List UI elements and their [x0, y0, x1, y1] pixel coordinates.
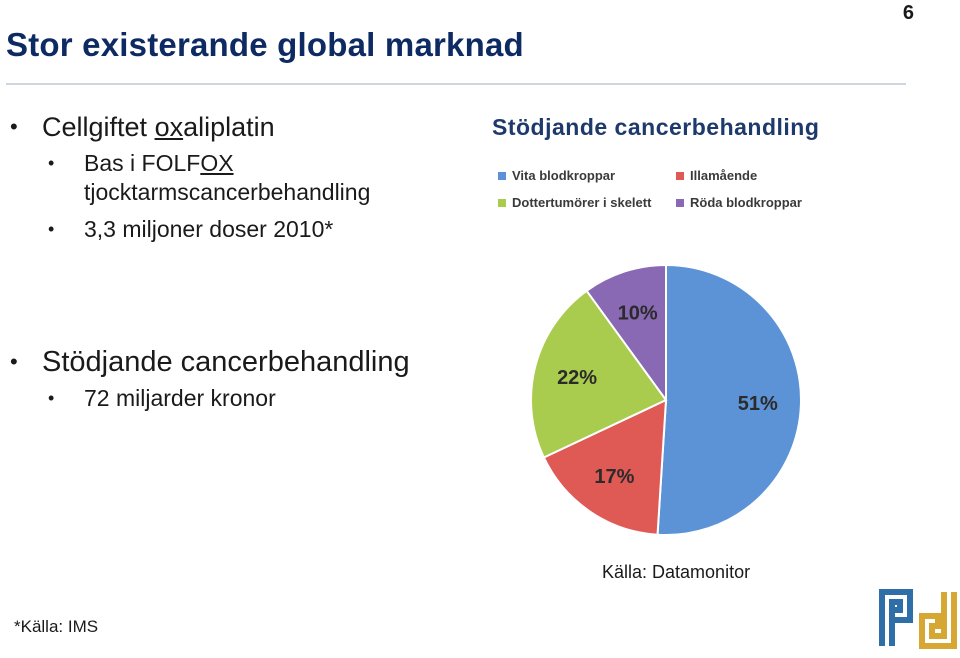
- legend-swatch: [676, 171, 684, 180]
- chart-title: Stödjande cancerbehandling: [492, 114, 820, 140]
- chart-legend: Vita blodkroppar Illamående Dottertumörer …: [498, 168, 828, 210]
- source-note: Källa: Datamonitor: [602, 562, 751, 582]
- legend-item: Vita blodkroppar: [498, 168, 676, 183]
- legend-swatch: [498, 198, 506, 207]
- bullet-list-support: Stödjande cancerbehandling 72 miljarder …: [8, 345, 410, 413]
- bullet-heading-oxaliplatin: Cellgiftet oxaliplatin: [8, 110, 370, 144]
- bullet-heading-support: Stödjande cancerbehandling: [8, 345, 410, 379]
- legend-swatch: [498, 171, 506, 180]
- bullet-item-folfox: Bas i FOLFOX: [8, 149, 370, 178]
- legend-item: Röda blodkroppar: [676, 195, 826, 210]
- legend-label: Röda blodkroppar: [690, 195, 802, 210]
- pie-data-label: 51%: [738, 393, 778, 415]
- pie-data-label: 10%: [618, 303, 658, 325]
- title-divider: [6, 83, 906, 85]
- pie-slice: [530, 289, 668, 459]
- bullet-list-oxaliplatin: Cellgiftet oxaliplatin Bas i FOLFOX tjoc…: [8, 110, 370, 244]
- pie-slice: [542, 398, 668, 536]
- legend-label: Vita blodkroppar: [512, 168, 616, 183]
- company-logo: [879, 589, 957, 649]
- logo-blue-shape: [879, 589, 913, 646]
- legend-item: Illamående: [676, 168, 826, 183]
- legend-label: Dottertumörer i skelett: [512, 195, 652, 210]
- pie-chart: 51% 17% 22% 10%: [530, 263, 802, 536]
- pie-slice: [656, 263, 802, 536]
- page-number: 6: [902, 2, 914, 24]
- legend-swatch: [676, 198, 684, 207]
- pie-data-label: 22%: [557, 367, 597, 389]
- logo-gold-shape: [919, 592, 957, 649]
- legend-item: Dottertumörer i skelett: [498, 195, 676, 210]
- footnote: *Källa: IMS: [14, 617, 99, 636]
- pie-data-label: 17%: [594, 466, 634, 488]
- bullet-item-market-size: 72 miljarder kronor: [8, 384, 410, 413]
- bullet-item-doses: 3,3 miljoner doser 2010*: [8, 215, 370, 244]
- legend-label: Illamående: [690, 168, 758, 183]
- bullet-item-continuation: tjocktarmscancerbehandling: [84, 179, 371, 205]
- pie-slice: [585, 263, 667, 404]
- slide-title: Stor existerande global marknad: [6, 26, 524, 63]
